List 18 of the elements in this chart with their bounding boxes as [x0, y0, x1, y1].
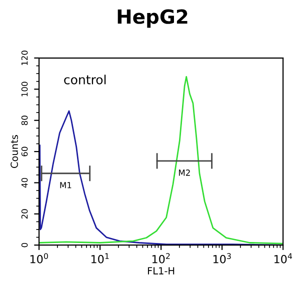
x-tick-label: 10$^{3}$ — [213, 253, 231, 264]
x-tick-label: 10$^{4}$ — [274, 253, 292, 264]
y-tick-label: 120 — [21, 50, 28, 66]
y-axis-title: Counts — [10, 135, 18, 168]
y-tick-label: 20 — [21, 209, 28, 219]
y-tick-label: 100 — [21, 82, 28, 96]
series-label: M2 — [179, 170, 190, 176]
x-axis-title: FL1-H — [148, 267, 174, 274]
x-tick-label: 10$^{1}$ — [91, 253, 109, 264]
x-tick-label: 10$^{2}$ — [152, 253, 170, 264]
y-tick-label: 80 — [21, 116, 28, 126]
y-tick-label: 60 — [21, 146, 28, 156]
series-label: M1 — [60, 182, 72, 188]
chart-title: HepG2 — [118, 9, 188, 28]
annotation: control — [64, 74, 106, 84]
y-tick-label: 40 — [21, 178, 28, 188]
y-tick-label: 0 — [21, 242, 28, 248]
x-tick-label: 10$^{0}$ — [30, 253, 48, 264]
